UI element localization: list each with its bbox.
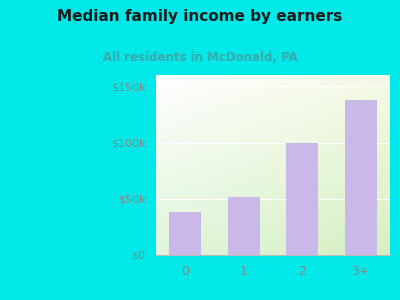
- Text: Median family income by earners: Median family income by earners: [57, 9, 343, 24]
- Bar: [286, 142, 318, 255]
- Bar: [345, 100, 377, 255]
- Text: All residents in McDonald, PA: All residents in McDonald, PA: [103, 51, 297, 64]
- Bar: [169, 212, 201, 255]
- Bar: [228, 196, 260, 255]
